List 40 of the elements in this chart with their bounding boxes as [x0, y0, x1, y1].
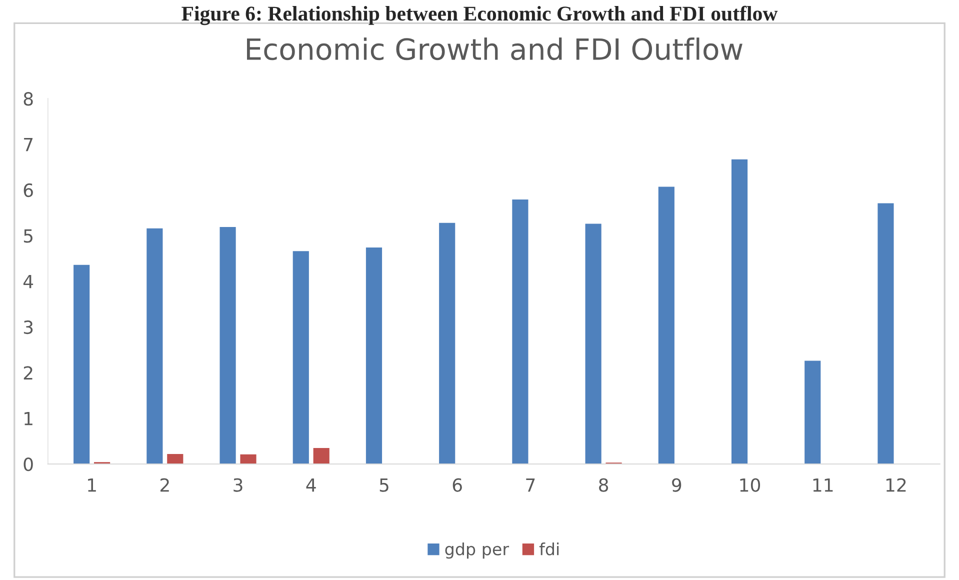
y-tick-label: 0	[24, 457, 33, 472]
y-tick-label: 6	[24, 183, 33, 198]
bar	[313, 448, 330, 464]
y-tick-label: 5	[24, 229, 32, 243]
x-tick-label: 10	[740, 478, 760, 492]
bar	[167, 454, 184, 464]
x-tick-label: 2	[160, 478, 169, 492]
bar	[74, 264, 90, 464]
legend-label: fdi	[539, 542, 559, 556]
bar	[220, 226, 236, 464]
bar	[585, 224, 602, 464]
bar	[804, 360, 821, 464]
caption: Figure 6: Relationship between Economic Growth and FDI outflow	[182, 6, 778, 26]
x-tick-label: 6	[452, 478, 462, 492]
y-tick-label: 7	[24, 138, 33, 152]
y-tick-label: 2	[24, 366, 32, 380]
x-tick-label: 7	[526, 478, 535, 492]
x-tick-label: 5	[380, 478, 388, 492]
bar	[292, 251, 309, 464]
bar	[439, 222, 456, 464]
bar	[146, 228, 163, 464]
legend-label: gdp per	[445, 542, 510, 559]
bar	[512, 200, 528, 464]
x-tick-label: 12	[886, 478, 906, 492]
x-tick-label: 11	[813, 478, 833, 492]
x-tick-label: 4	[306, 478, 316, 492]
x-tick-label: 1	[88, 478, 96, 492]
x-tick-label: 8	[599, 478, 608, 492]
y-tick-label: 4	[23, 274, 34, 288]
x-tick-label: 3	[234, 478, 242, 492]
chart-title: Economic Growth and FDI Outflow	[247, 38, 742, 60]
bar	[366, 248, 382, 464]
bar	[658, 186, 674, 464]
bar	[731, 159, 748, 464]
bar	[240, 454, 256, 464]
bar	[878, 203, 894, 464]
y-tick-label: 3	[24, 320, 33, 334]
x-tick-label: 9	[672, 478, 682, 492]
y-tick-label: 8	[24, 92, 33, 106]
y-tick-label: 1	[24, 412, 32, 426]
